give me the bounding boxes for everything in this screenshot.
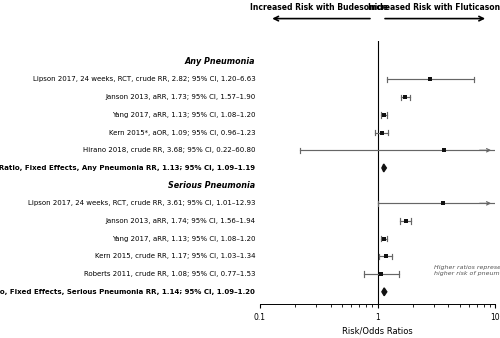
Text: Janson 2013, aRR, 1.73; 95% CI, 1.57–1.90: Janson 2013, aRR, 1.73; 95% CI, 1.57–1.9… — [105, 94, 256, 100]
Text: Higher ratios represent a
higher risk of pneumonia: Higher ratios represent a higher risk of… — [434, 265, 500, 276]
Text: Hirano 2018, crude RR, 3.68; 95% CI, 0.22–60.80: Hirano 2018, crude RR, 3.68; 95% CI, 0.2… — [83, 147, 256, 153]
Text: Kern 2015*, aOR, 1.09; 95% CI, 0.96–1.23: Kern 2015*, aOR, 1.09; 95% CI, 0.96–1.23 — [108, 129, 256, 136]
Text: Yang 2017, aRR, 1.13; 95% CI, 1.08–1.20: Yang 2017, aRR, 1.13; 95% CI, 1.08–1.20 — [112, 112, 256, 118]
Text: Yang 2017, aRR, 1.13; 95% CI, 1.08–1.20: Yang 2017, aRR, 1.13; 95% CI, 1.08–1.20 — [112, 236, 256, 242]
Polygon shape — [382, 164, 386, 172]
Text: Increased Risk with Budesonide: Increased Risk with Budesonide — [250, 3, 388, 13]
X-axis label: Risk/Odds Ratios: Risk/Odds Ratios — [342, 327, 413, 335]
Polygon shape — [382, 288, 387, 296]
Text: Lipson 2017, 24 weeks, RCT, crude RR, 3.61; 95% CI, 1.01–12.93: Lipson 2017, 24 weeks, RCT, crude RR, 3.… — [28, 200, 256, 206]
Text: Lipson 2017, 24 weeks, RCT, crude RR, 2.82; 95% CI, 1.20–6.63: Lipson 2017, 24 weeks, RCT, crude RR, 2.… — [32, 76, 256, 82]
Text: Janson 2013, aRR, 1.74; 95% CI, 1.56–1.94: Janson 2013, aRR, 1.74; 95% CI, 1.56–1.9… — [106, 218, 256, 224]
Text: Serious Pneumonia: Serious Pneumonia — [168, 181, 256, 190]
Text: Roberts 2011, crude RR, 1.08; 95% CI, 0.77–1.53: Roberts 2011, crude RR, 1.08; 95% CI, 0.… — [84, 271, 256, 277]
Text: Pooled Risk Ratio, Fixed Effects, Any Pneumonia RR, 1.13; 95% CI, 1.09–1.19: Pooled Risk Ratio, Fixed Effects, Any Pn… — [0, 165, 256, 171]
Text: Pooled Risk Ratio, Fixed Effects, Serious Pneumonia RR, 1.14; 95% CI, 1.09–1.20: Pooled Risk Ratio, Fixed Effects, Seriou… — [0, 289, 256, 295]
Text: Any Pneumonia: Any Pneumonia — [185, 57, 256, 66]
Text: Kern 2015, crude RR, 1.17; 95% CI, 1.03–1.34: Kern 2015, crude RR, 1.17; 95% CI, 1.03–… — [95, 254, 256, 260]
Text: Increased Risk with Fluticasone: Increased Risk with Fluticasone — [368, 3, 500, 13]
